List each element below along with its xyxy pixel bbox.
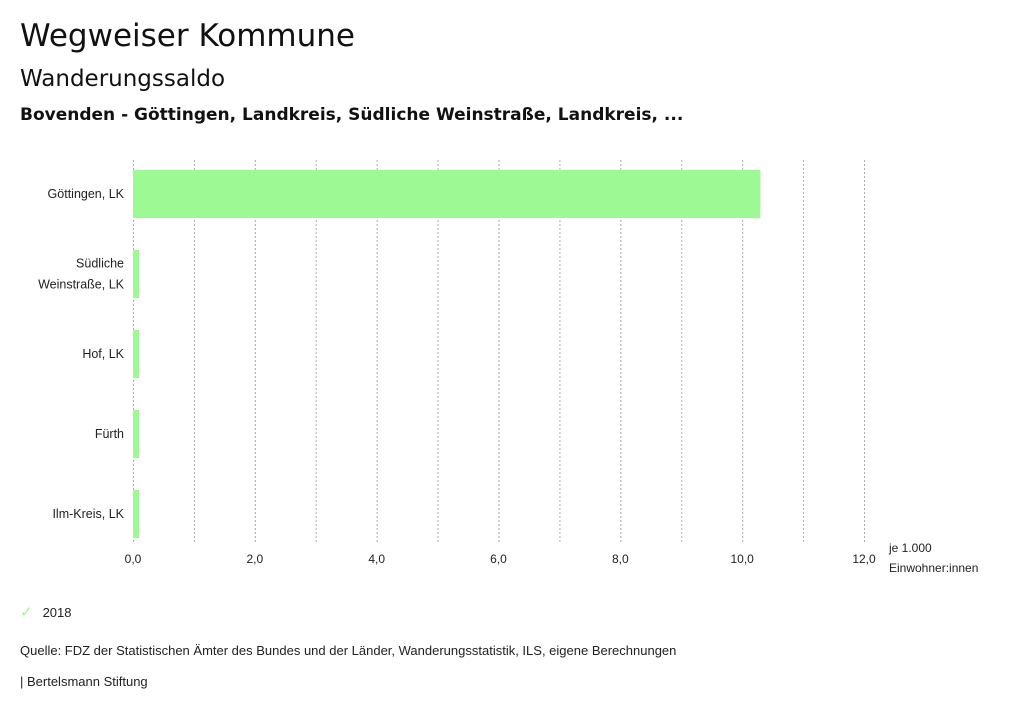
bar	[133, 170, 761, 218]
x-tick-label: 8,0	[612, 552, 629, 566]
x-tick-label: 12,0	[852, 552, 876, 566]
category-label: Ilm-Kreis, LK	[52, 507, 124, 521]
category-label: Hof, LK	[82, 347, 124, 361]
selection-subtitle: Bovenden - Göttingen, Landkreis, Südlich…	[20, 105, 684, 125]
bar	[133, 490, 140, 538]
check-icon: ✓	[20, 604, 33, 621]
legend-item-2018[interactable]: ✓ 2018	[20, 603, 72, 621]
x-tick-label: 2,0	[246, 552, 263, 566]
x-axis-label: Einwohner:innen	[889, 561, 978, 575]
app-title: Wegweiser Kommune	[20, 18, 355, 54]
x-tick-label: 4,0	[368, 552, 385, 566]
category-label: Weinstraße, LK	[38, 278, 125, 292]
brand-text: | Bertelsmann Stiftung	[20, 674, 148, 689]
category-label: Göttingen, LK	[48, 187, 125, 201]
category-label: Südliche	[76, 257, 124, 271]
category-label: Fürth	[95, 427, 124, 441]
x-tick-label: 0,0	[125, 552, 142, 566]
bar-chart: 0,0 2,0 4,0 6,0 8,0 10,0 12,0 je 1.000 Einwohner…	[38, 160, 978, 575]
chart-title: Wanderungssaldo	[20, 66, 226, 92]
legend-label: 2018	[42, 604, 72, 620]
bar	[133, 250, 140, 298]
x-axis-label: je 1.000	[888, 541, 932, 555]
bar	[133, 330, 140, 378]
source-text: Quelle: FDZ der Statistischen Ämter des …	[20, 643, 677, 658]
x-tick-label: 10,0	[730, 552, 754, 566]
x-tick-label: 6,0	[490, 552, 507, 566]
bar	[133, 410, 140, 458]
